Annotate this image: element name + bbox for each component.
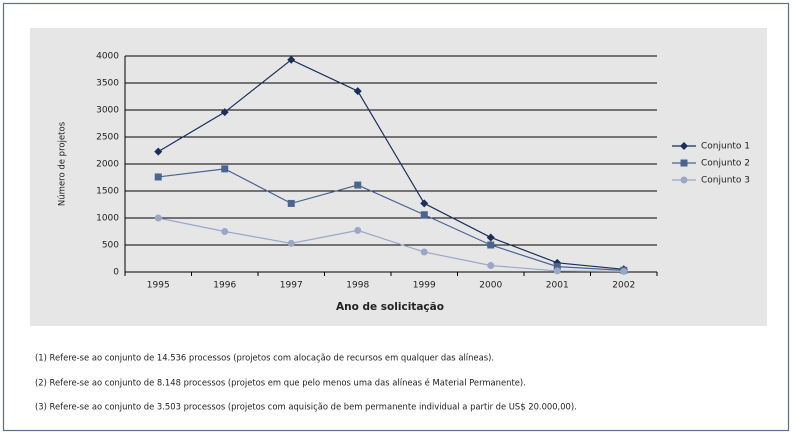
marker xyxy=(553,263,561,271)
x-tick-label: 1999 xyxy=(413,281,436,291)
marker xyxy=(486,233,495,242)
marker xyxy=(620,267,628,275)
marker xyxy=(287,55,296,64)
marker xyxy=(680,176,688,184)
series-line xyxy=(157,59,624,270)
legend-label: Conjunto 2 xyxy=(701,159,750,169)
footnote: (3) Refere-se ao conjunto de 3.503 proce… xyxy=(35,402,577,412)
y-axis-label: Número de projetos xyxy=(58,121,68,206)
y-tick-label: 3000 xyxy=(96,106,119,116)
legend-label: Conjunto 3 xyxy=(701,176,750,186)
marker xyxy=(287,239,295,247)
y-tick-label: 1500 xyxy=(96,187,119,197)
x-tick-label: 2002 xyxy=(612,281,635,291)
footnote: (1) Refere-se ao conjunto de 14.536 proc… xyxy=(35,353,494,363)
marker xyxy=(553,267,561,275)
series-line xyxy=(158,168,624,271)
x-tick-label: 2001 xyxy=(546,281,569,291)
chart-area xyxy=(30,28,767,326)
marker xyxy=(487,241,495,249)
marker xyxy=(154,147,163,156)
y-tick-label: 3500 xyxy=(96,79,119,89)
y-tick-label: 500 xyxy=(102,241,119,251)
footnote: (2) Refere-se ao conjunto de 8.148 proce… xyxy=(35,378,526,388)
marker xyxy=(420,211,428,219)
marker xyxy=(680,159,688,167)
marker xyxy=(354,226,362,234)
x-tick-label: 1996 xyxy=(213,281,236,291)
legend-label: Conjunto 1 xyxy=(701,142,750,152)
marker xyxy=(220,108,229,117)
marker xyxy=(287,199,295,207)
x-tick-label: 1995 xyxy=(147,281,170,291)
x-axis-label: Ano de solicitação xyxy=(336,301,444,313)
x-tick-label: 1998 xyxy=(346,281,369,291)
marker xyxy=(680,142,688,150)
marker xyxy=(487,262,495,270)
x-tick-label: 1997 xyxy=(280,281,303,291)
marker xyxy=(154,173,162,181)
series-line xyxy=(158,217,624,273)
marker xyxy=(420,248,428,256)
marker xyxy=(154,214,162,222)
marker xyxy=(221,165,229,173)
y-tick-label: 1000 xyxy=(96,214,119,224)
y-tick-label: 2000 xyxy=(96,160,119,170)
marker xyxy=(354,181,362,189)
marker xyxy=(353,87,362,96)
y-tick-label: 0 xyxy=(113,268,119,278)
marker xyxy=(221,228,229,235)
x-tick-label: 2000 xyxy=(479,281,502,291)
marker xyxy=(420,199,429,208)
y-tick-label: 4000 xyxy=(96,52,119,62)
y-tick-label: 2500 xyxy=(96,133,119,143)
